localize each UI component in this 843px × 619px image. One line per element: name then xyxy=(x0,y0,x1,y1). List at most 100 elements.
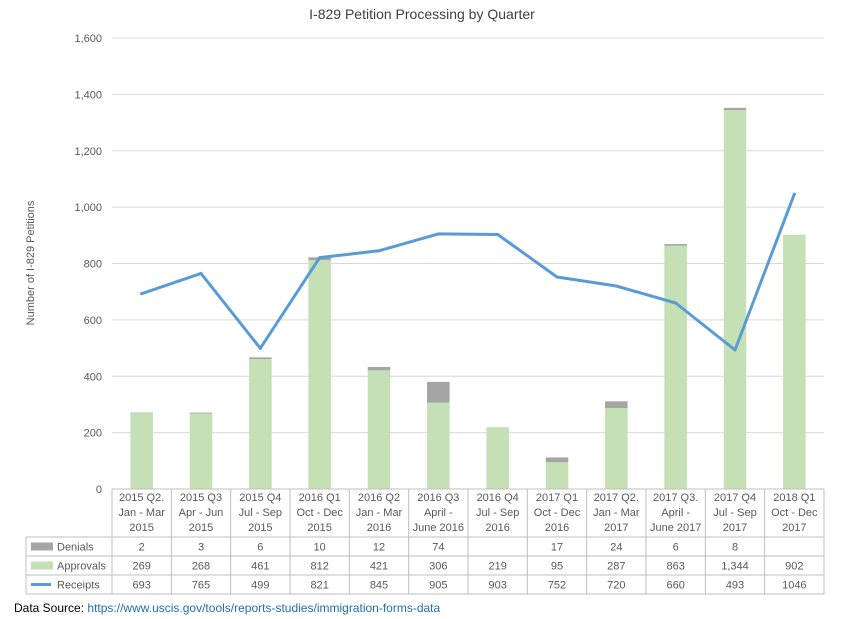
category-label: 2017 Q4 xyxy=(714,492,756,504)
bar-denials xyxy=(189,412,213,414)
table-value: 6 xyxy=(257,542,263,554)
y-tick-label: 600 xyxy=(84,315,102,327)
table-value: 3 xyxy=(198,542,204,554)
bar-approvals xyxy=(427,402,450,489)
table-value: 8 xyxy=(732,542,738,554)
category-label: 2017 Q1 xyxy=(536,492,578,504)
category-label: 2017 xyxy=(723,522,747,534)
category-label: 2017 Q3. xyxy=(653,492,698,504)
receipts-point xyxy=(377,249,381,253)
receipts-point xyxy=(614,284,618,288)
category-label: Oct - Dec xyxy=(296,507,343,519)
y-tick-label: 1,000 xyxy=(74,202,102,214)
category-label: Jul - Sep xyxy=(239,507,282,519)
bar-approvals xyxy=(723,110,747,489)
y-tick-label: 800 xyxy=(84,259,102,271)
category-label: 2018 Q1 xyxy=(773,492,815,504)
data-source: Data Source: https://www.uscis.gov/tools… xyxy=(14,601,440,615)
table-value: 1,344 xyxy=(721,561,749,573)
category-label: 2015 Q2. xyxy=(119,492,164,504)
data-table: 2015 Q2. Jan - Mar 2015 2015 Q3 Apr - Jun 201… xyxy=(25,488,825,595)
category-label: 2016 Q4 xyxy=(477,492,519,504)
chart: I-829 Petition Processing by Quarter Num… xyxy=(25,6,825,595)
bar-denials xyxy=(545,457,569,463)
category-label: 2015 xyxy=(248,522,272,534)
grid xyxy=(112,37,824,434)
data-source-label: Data Source: xyxy=(14,601,85,615)
table-value: 24 xyxy=(610,542,622,554)
bar-approvals xyxy=(664,245,687,489)
category-label: 2015 Q4 xyxy=(239,492,281,504)
table-value: 12 xyxy=(373,542,385,554)
table-value: 269 xyxy=(132,561,150,573)
data-source-link[interactable]: https://www.uscis.gov/tools/reports-stud… xyxy=(87,601,441,615)
category-label: June 2016 xyxy=(413,522,464,534)
table-value: 1046 xyxy=(782,580,806,592)
receipts-point xyxy=(140,292,144,296)
category-label: Oct - Dec xyxy=(771,507,818,519)
category-label: 2016 xyxy=(545,522,569,534)
table-value: 461 xyxy=(251,561,269,573)
bar-approvals xyxy=(130,413,153,489)
bar-denials xyxy=(723,107,747,111)
bars xyxy=(130,107,806,489)
table-value: 493 xyxy=(726,580,744,592)
receipts-point xyxy=(733,348,737,352)
category-label: Apr - Jun xyxy=(179,507,224,519)
bar-approvals xyxy=(605,408,628,489)
category-label: 2015 Q3 xyxy=(180,492,222,504)
category-label: April - xyxy=(424,507,453,519)
receipts-point xyxy=(258,346,262,350)
y-tick-label: 1,600 xyxy=(74,33,102,45)
legend-key-denials xyxy=(31,542,53,551)
y-axis-label: Number of I-829 Petitions xyxy=(25,200,37,325)
category-label: 2015 xyxy=(129,522,153,534)
table-value: 902 xyxy=(785,561,803,573)
table-value: 812 xyxy=(310,561,328,573)
table-value: 903 xyxy=(488,580,506,592)
table-value: 905 xyxy=(429,580,447,592)
bar-approvals xyxy=(783,234,806,489)
table-value: 821 xyxy=(310,580,328,592)
table-value: 17 xyxy=(551,542,563,554)
table-value: 863 xyxy=(666,561,684,573)
bar-denials xyxy=(605,401,628,409)
legend-label: Receipts xyxy=(57,580,100,592)
legend-label: Denials xyxy=(57,542,94,554)
table-value: 6 xyxy=(673,542,679,554)
category-label: 2016 Q2 xyxy=(358,492,400,504)
table-value: 660 xyxy=(666,580,684,592)
table-value: 693 xyxy=(132,580,150,592)
table-value: 499 xyxy=(251,580,269,592)
bar-approvals xyxy=(189,413,213,489)
y-tick-label: 1,200 xyxy=(74,146,102,158)
category-label: April - xyxy=(661,507,690,519)
category-label: 2015 xyxy=(307,522,331,534)
chart-title: I-829 Petition Processing by Quarter xyxy=(309,6,535,22)
bar-denials xyxy=(249,357,272,360)
table-value: 306 xyxy=(429,561,447,573)
table-value: 752 xyxy=(548,580,566,592)
table-value: 10 xyxy=(314,542,326,554)
y-tick-label: 1,400 xyxy=(74,89,102,101)
receipts-point xyxy=(199,271,203,275)
legend-label: Approvals xyxy=(57,561,106,573)
category-label: Jan - Mar xyxy=(356,507,403,519)
category-label: Jul - Sep xyxy=(476,507,519,519)
table-value: 845 xyxy=(370,580,388,592)
bar-approvals xyxy=(545,462,569,489)
category-label: Jan - Mar xyxy=(593,507,640,519)
bar-denials xyxy=(664,244,687,246)
category-label: 2017 xyxy=(782,522,806,534)
table-value: 219 xyxy=(488,561,506,573)
receipts-point xyxy=(496,232,500,236)
table-value: 268 xyxy=(192,561,210,573)
bar-denials xyxy=(130,412,153,414)
table-value: 2 xyxy=(139,542,145,554)
y-tick-label: 200 xyxy=(84,428,102,440)
table-value: 95 xyxy=(551,561,563,573)
bar-denials xyxy=(427,381,450,403)
receipts-point xyxy=(674,301,678,305)
category-label: Jan - Mar xyxy=(118,507,165,519)
category-label: 2017 xyxy=(604,522,628,534)
